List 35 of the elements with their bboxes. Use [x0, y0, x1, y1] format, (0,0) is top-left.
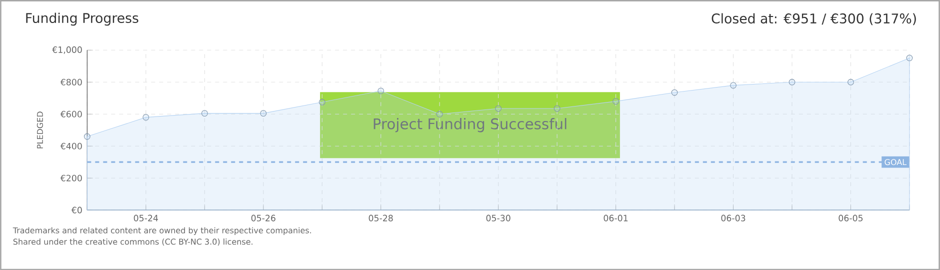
point [201, 110, 208, 116]
point [788, 78, 796, 86]
point [436, 110, 443, 118]
text: Shared under the creative commons (CC BY-NC 3.0) license. [13, 238, 252, 246]
text: Trademarks and related content are owned by their respective companies. [12, 227, 311, 235]
point [378, 88, 384, 94]
y-tick-label: €400 [60, 142, 82, 150]
point [318, 98, 326, 106]
y-tick-label: €600 [60, 110, 82, 118]
x-tick-label: 06-01 [604, 214, 628, 222]
point [671, 89, 678, 96]
point [84, 133, 90, 140]
y-tick-label: €0 [71, 206, 82, 214]
y-tick-label: €1,000 [52, 46, 82, 54]
y-tick-label: €200 [60, 174, 82, 182]
point [495, 105, 502, 112]
y-axis-title: PLEDGED [36, 112, 43, 148]
point [730, 82, 736, 88]
x-tick-label: 06-05 [838, 214, 863, 222]
annotation: Project Funding Successful [374, 118, 566, 132]
point [612, 98, 619, 104]
x-tick-label: 05-26 [251, 214, 276, 222]
y-tick-label: €800 [60, 78, 82, 86]
point [906, 54, 913, 62]
x-tick-label: 06-03 [721, 214, 746, 222]
x-tick-label: 05-28 [368, 214, 393, 222]
point [554, 105, 560, 112]
ref-line-label: GOAL [884, 158, 907, 165]
x-tick-label: 05-30 [486, 214, 510, 222]
point [260, 110, 267, 116]
chart-subtitle: Closed at: €951 / €300 (317%) [712, 13, 916, 25]
chart-title: Funding Progress [26, 12, 138, 26]
x-tick-label: 05-24 [134, 214, 158, 222]
point [848, 78, 854, 86]
point [142, 114, 150, 120]
